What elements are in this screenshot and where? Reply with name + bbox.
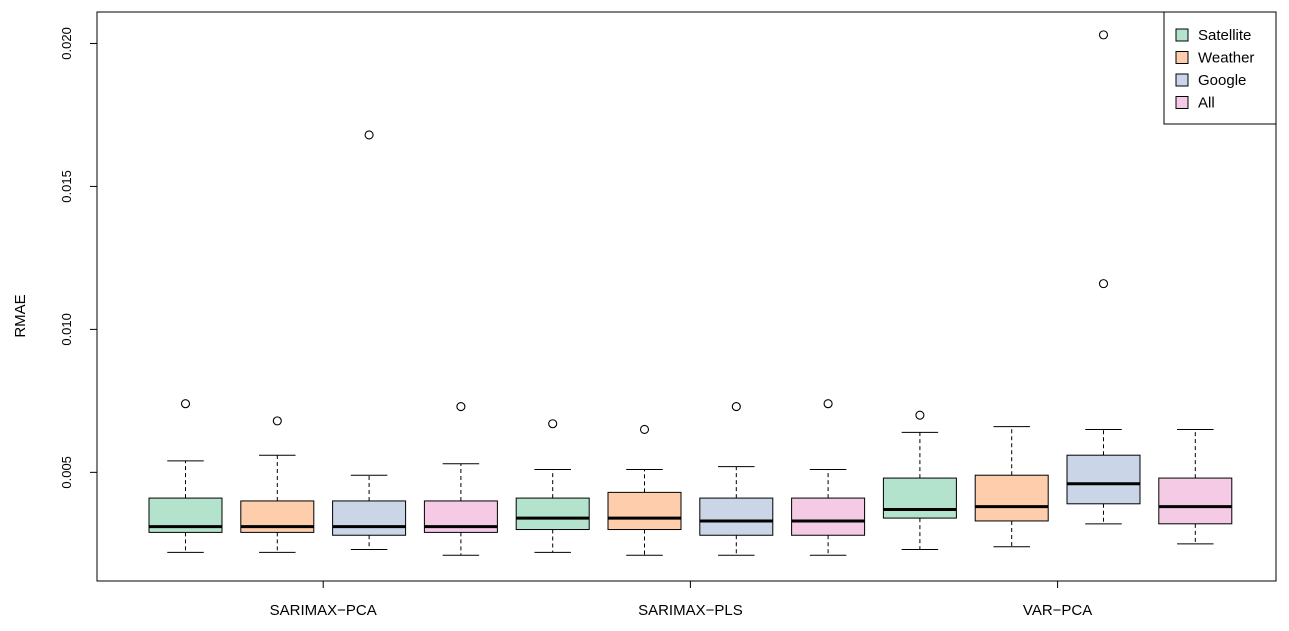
iqr-box — [791, 497, 866, 536]
iqr-box — [332, 500, 407, 536]
outlier-point — [456, 402, 466, 412]
x-tick-label: SARIMAX−PLS — [638, 602, 743, 619]
x-tick-label: SARIMAX−PCA — [270, 602, 377, 619]
iqr-box — [974, 474, 1049, 522]
legend-label: All — [1198, 95, 1215, 112]
y-tick-label: 0.020 — [59, 27, 74, 60]
box-all — [423, 402, 498, 556]
legend-item: All — [1175, 95, 1215, 112]
y-axis-label: RMAE — [12, 294, 29, 337]
outlier-point — [180, 399, 191, 409]
x-tick-label: VAR−PCA — [1023, 602, 1092, 619]
box-google — [1066, 30, 1141, 525]
box-weather — [240, 416, 315, 553]
box-satellite — [882, 410, 957, 551]
outlier-point — [548, 419, 558, 429]
legend-swatch — [1175, 51, 1189, 64]
outlier-point — [915, 410, 925, 420]
iqr-box — [1066, 454, 1141, 505]
outlier-point — [364, 130, 374, 140]
y-tick-label: 0.005 — [59, 456, 74, 489]
legend-item: Weather — [1175, 50, 1254, 67]
box-all — [1158, 428, 1233, 545]
legend-swatch — [1175, 28, 1189, 42]
outlier-point — [731, 402, 741, 412]
box-satellite — [515, 419, 590, 553]
outlier-point — [1098, 30, 1109, 40]
box-google — [699, 402, 774, 556]
iqr-box — [882, 477, 957, 519]
iqr-box — [515, 497, 590, 531]
iqr-box — [1158, 477, 1233, 525]
plot-area — [148, 30, 1233, 556]
legend-label: Google — [1198, 72, 1246, 89]
outlier-point — [1098, 279, 1109, 289]
box-weather — [607, 424, 682, 556]
iqr-box — [607, 491, 682, 531]
legend-swatch — [1175, 73, 1189, 87]
box-google — [332, 130, 407, 551]
legend-label: Weather — [1198, 50, 1254, 67]
box-all — [791, 399, 866, 556]
plot-frame — [96, 11, 1277, 582]
box-satellite — [148, 399, 223, 553]
box-weather — [974, 426, 1049, 548]
iqr-box — [699, 497, 774, 536]
y-tick-label: 0.010 — [59, 313, 74, 346]
legend-item: Google — [1175, 72, 1246, 89]
axes: RMAE 0.005 0.010 0.015 0.020 SARIMAX−PCA SARI… — [12, 11, 1277, 619]
outlier-point — [639, 424, 650, 435]
legend-item: Satellite — [1175, 27, 1251, 44]
legend: Satellite Weather Google All — [1163, 11, 1277, 125]
outlier-point — [823, 399, 833, 409]
y-tick-label: 0.015 — [59, 170, 74, 203]
legend-swatch — [1175, 96, 1189, 109]
outlier-point — [272, 416, 282, 426]
legend-label: Satellite — [1198, 27, 1251, 44]
